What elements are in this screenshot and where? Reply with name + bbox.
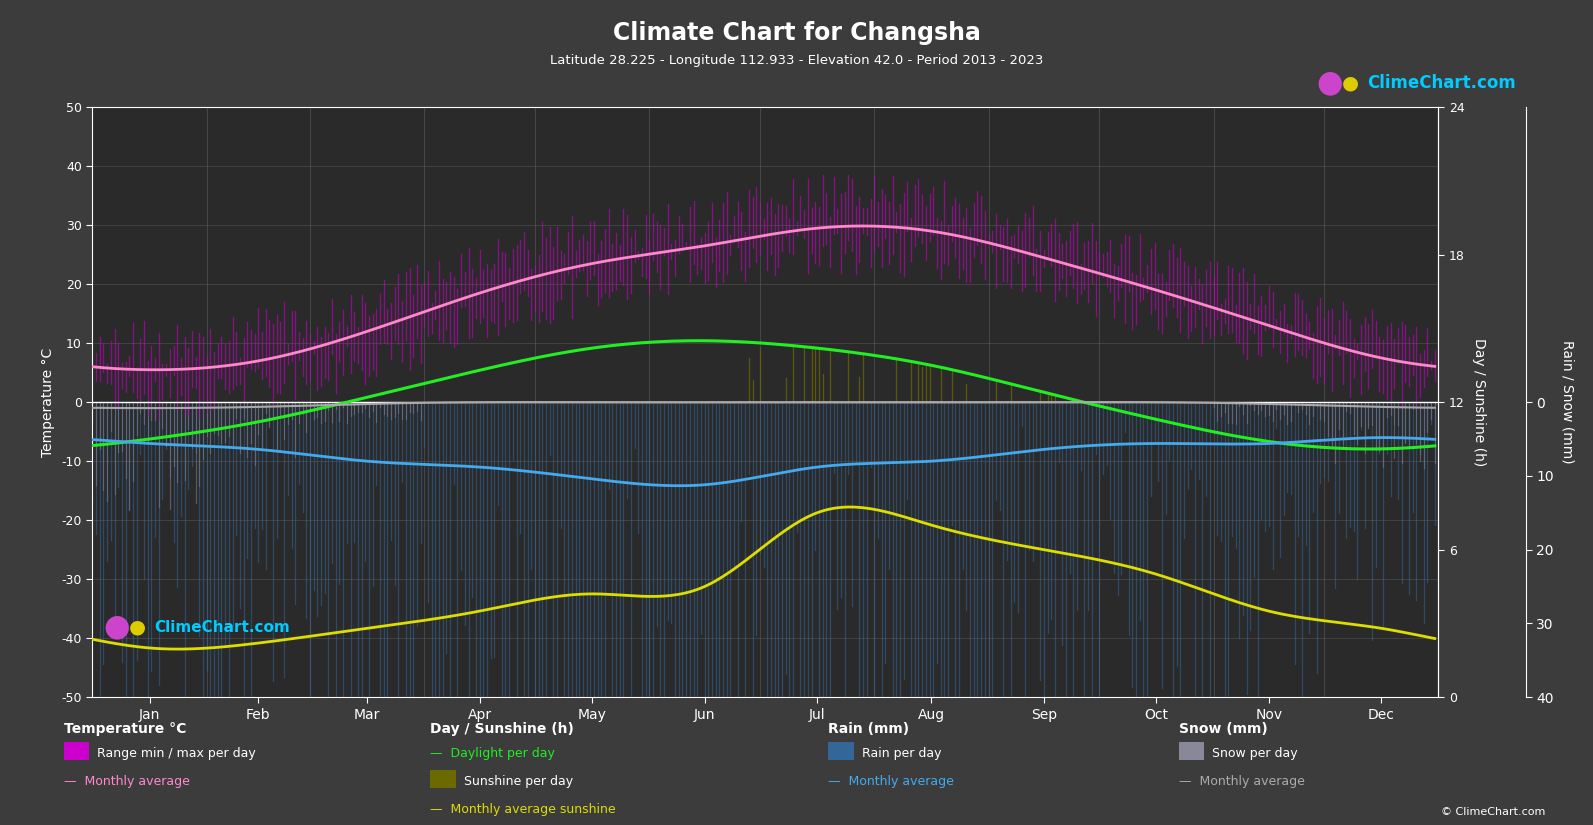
Text: Latitude 28.225 - Longitude 112.933 - Elevation 42.0 - Period 2013 - 2023: Latitude 28.225 - Longitude 112.933 - El… [550, 54, 1043, 67]
Text: —  Monthly average: — Monthly average [828, 775, 954, 788]
Text: ●: ● [1317, 68, 1343, 97]
Text: —  Monthly average sunshine: — Monthly average sunshine [430, 803, 616, 816]
Text: © ClimeChart.com: © ClimeChart.com [1440, 807, 1545, 817]
Text: Rain (mm): Rain (mm) [828, 722, 910, 736]
Text: ●: ● [1343, 73, 1359, 92]
Text: Range min / max per day: Range min / max per day [97, 747, 256, 760]
Text: Rain per day: Rain per day [862, 747, 941, 760]
Text: —  Daylight per day: — Daylight per day [430, 747, 554, 760]
Y-axis label: Rain / Snow (mm): Rain / Snow (mm) [1561, 341, 1575, 464]
Text: ClimeChart.com: ClimeChart.com [155, 620, 290, 634]
Text: Climate Chart for Changsha: Climate Chart for Changsha [613, 21, 980, 45]
Y-axis label: Temperature °C: Temperature °C [40, 347, 54, 457]
Text: Snow per day: Snow per day [1212, 747, 1298, 760]
Text: Sunshine per day: Sunshine per day [464, 775, 573, 788]
Text: Day / Sunshine (h): Day / Sunshine (h) [430, 722, 573, 736]
Text: —  Monthly average: — Monthly average [64, 775, 190, 788]
Text: Snow (mm): Snow (mm) [1179, 722, 1268, 736]
Text: Temperature °C: Temperature °C [64, 722, 186, 736]
Text: ●: ● [104, 612, 129, 642]
Text: —  Monthly average: — Monthly average [1179, 775, 1305, 788]
Text: ClimeChart.com: ClimeChart.com [1367, 73, 1515, 92]
Y-axis label: Day / Sunshine (h): Day / Sunshine (h) [1472, 338, 1486, 466]
Text: ●: ● [129, 617, 145, 637]
